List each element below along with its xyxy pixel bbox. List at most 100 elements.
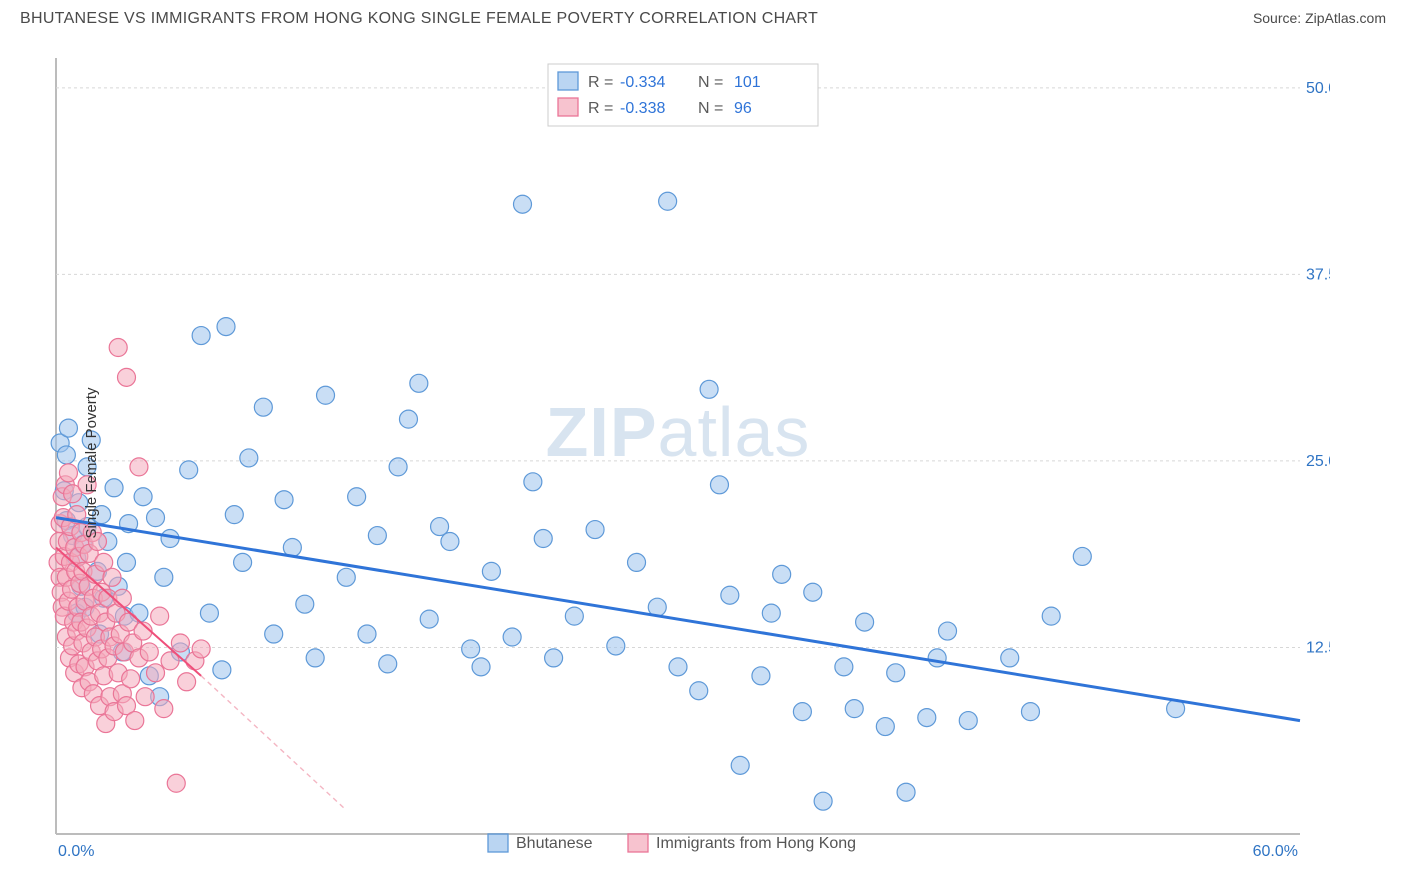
data-point [420,610,438,628]
data-point [793,703,811,721]
data-point [379,655,397,673]
legend-label: Immigrants from Hong Kong [656,835,856,852]
data-point [213,661,231,679]
data-point [959,712,977,730]
data-point [147,664,165,682]
scatter-chart: 12.5% 25.0% 37.5% 50.0% 0.0% 60.0% ZIPatlas R =… [20,44,1330,864]
data-point [192,640,210,658]
data-point [103,568,121,586]
data-point [462,640,480,658]
svg-text:ZIPatlas: ZIPatlas [546,393,811,471]
trend-line [56,518,1300,721]
data-point [1073,547,1091,565]
data-point [134,488,152,506]
data-point [59,419,77,437]
data-point [773,565,791,583]
data-point [59,464,77,482]
data-point [814,792,832,810]
data-point [126,712,144,730]
data-point [752,667,770,685]
data-point [337,568,355,586]
data-point [151,607,169,625]
data-point [482,562,500,580]
data-point [897,783,915,801]
source-label: Source: ZipAtlas.com [1253,10,1386,26]
legend-swatch [558,98,578,116]
data-point [804,583,822,601]
data-point [835,658,853,676]
data-point [845,700,863,718]
data-point [524,473,542,491]
svg-text:R =: R = [588,74,613,91]
legend-swatch [558,72,578,90]
svg-text:12.5%: 12.5% [1306,639,1330,656]
svg-text:60.0%: 60.0% [1253,843,1298,860]
data-point [275,491,293,509]
legend-swatch [628,834,648,852]
svg-text:N =: N = [698,100,723,117]
svg-text:101: 101 [734,74,761,91]
data-point [217,318,235,336]
data-point [240,449,258,467]
data-point [147,509,165,527]
data-point [731,756,749,774]
data-point [171,634,189,652]
data-point [1021,703,1039,721]
data-point [178,673,196,691]
data-point [700,380,718,398]
svg-text:R =: R = [588,100,613,117]
data-point [306,649,324,667]
data-point [155,700,173,718]
data-point [565,607,583,625]
data-point [928,649,946,667]
data-point [225,506,243,524]
data-point [534,530,552,548]
data-point [317,386,335,404]
data-point [296,595,314,613]
data-point [1042,607,1060,625]
data-point [399,410,417,428]
data-point [441,533,459,551]
data-point [669,658,687,676]
data-point [607,637,625,655]
data-point [155,568,173,586]
data-point [200,604,218,622]
legend-label: Bhutanese [516,835,593,852]
legend-swatch [488,834,508,852]
data-point [117,368,135,386]
svg-text:0.0%: 0.0% [58,843,94,860]
data-point [710,476,728,494]
svg-text:-0.334: -0.334 [620,74,665,91]
data-point [503,628,521,646]
data-point [876,718,894,736]
data-point [472,658,490,676]
trend-line-extension [201,676,346,810]
svg-text:50.0%: 50.0% [1306,80,1330,97]
data-point [167,774,185,792]
data-point [762,604,780,622]
data-point [140,643,158,661]
data-point [918,709,936,727]
data-point [109,339,127,357]
data-point [887,664,905,682]
chart-title: BHUTANESE VS IMMIGRANTS FROM HONG KONG S… [20,10,818,28]
data-point [122,670,140,688]
data-point [586,521,604,539]
data-point [254,398,272,416]
data-point [659,192,677,210]
data-point [358,625,376,643]
data-point [1001,649,1019,667]
svg-text:37.5%: 37.5% [1306,266,1330,283]
svg-text:N =: N = [698,74,723,91]
data-point [545,649,563,667]
data-point [180,461,198,479]
data-point [389,458,407,476]
data-point [265,625,283,643]
data-point [234,553,252,571]
data-point [117,553,135,571]
svg-text:25.0%: 25.0% [1306,453,1330,470]
data-point [939,622,957,640]
data-point [105,479,123,497]
data-point [856,613,874,631]
svg-text:96: 96 [734,100,752,117]
